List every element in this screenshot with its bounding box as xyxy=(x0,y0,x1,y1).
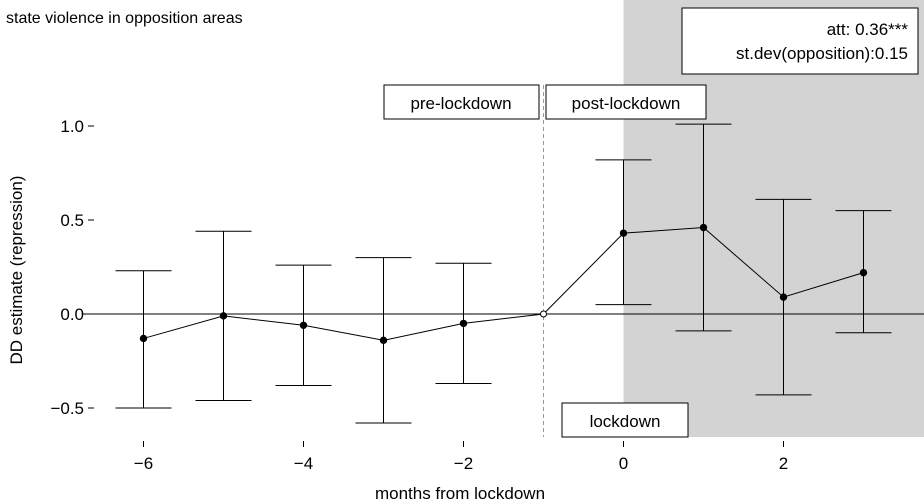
data-point xyxy=(779,293,788,301)
svg-text:pre-lockdown: pre-lockdown xyxy=(410,94,511,113)
y-tick-label: −0.5 xyxy=(50,399,84,418)
data-point xyxy=(619,229,628,237)
svg-text:lockdown: lockdown xyxy=(590,412,661,431)
x-tick-label: 0 xyxy=(619,454,628,473)
data-point xyxy=(139,334,148,343)
data-point xyxy=(299,321,308,329)
x-axis: −6 −4 −2 0 2 xyxy=(134,441,788,473)
svg-text:st.dev(opposition):0.15: st.dev(opposition):0.15 xyxy=(736,44,908,63)
svg-text:att: 0.36***: att: 0.36*** xyxy=(827,20,909,39)
y-axis-label: DD estimate (repression) xyxy=(7,176,26,365)
x-tick-label: 2 xyxy=(779,454,788,473)
svg-text:post-lockdown: post-lockdown xyxy=(572,94,681,113)
series-line xyxy=(143,227,864,341)
y-tick-label: 0.5 xyxy=(60,211,84,230)
x-tick-label: −2 xyxy=(454,454,473,473)
stats-box: att: 0.36*** st.dev(opposition):0.15 xyxy=(681,7,919,75)
data-points xyxy=(139,223,868,345)
y-axis: −0.5 0.0 0.5 1.0 xyxy=(50,117,94,418)
y-tick-label: 0.0 xyxy=(60,305,84,324)
x-axis-label: months from lockdown xyxy=(375,484,545,503)
data-point xyxy=(859,268,868,277)
data-point xyxy=(699,223,708,232)
lockdown-label: lockdown xyxy=(561,402,689,438)
data-point xyxy=(379,336,388,345)
x-tick-label: −4 xyxy=(294,454,313,473)
post-lockdown-label: post-lockdown xyxy=(545,84,707,120)
data-point xyxy=(540,310,547,318)
data-point xyxy=(219,312,228,320)
pre-lockdown-label: pre-lockdown xyxy=(383,84,540,120)
data-point xyxy=(459,319,468,328)
y-tick-label: 1.0 xyxy=(60,117,84,136)
chart-title: state violence in opposition areas xyxy=(6,10,243,27)
x-tick-label: −6 xyxy=(134,454,153,473)
